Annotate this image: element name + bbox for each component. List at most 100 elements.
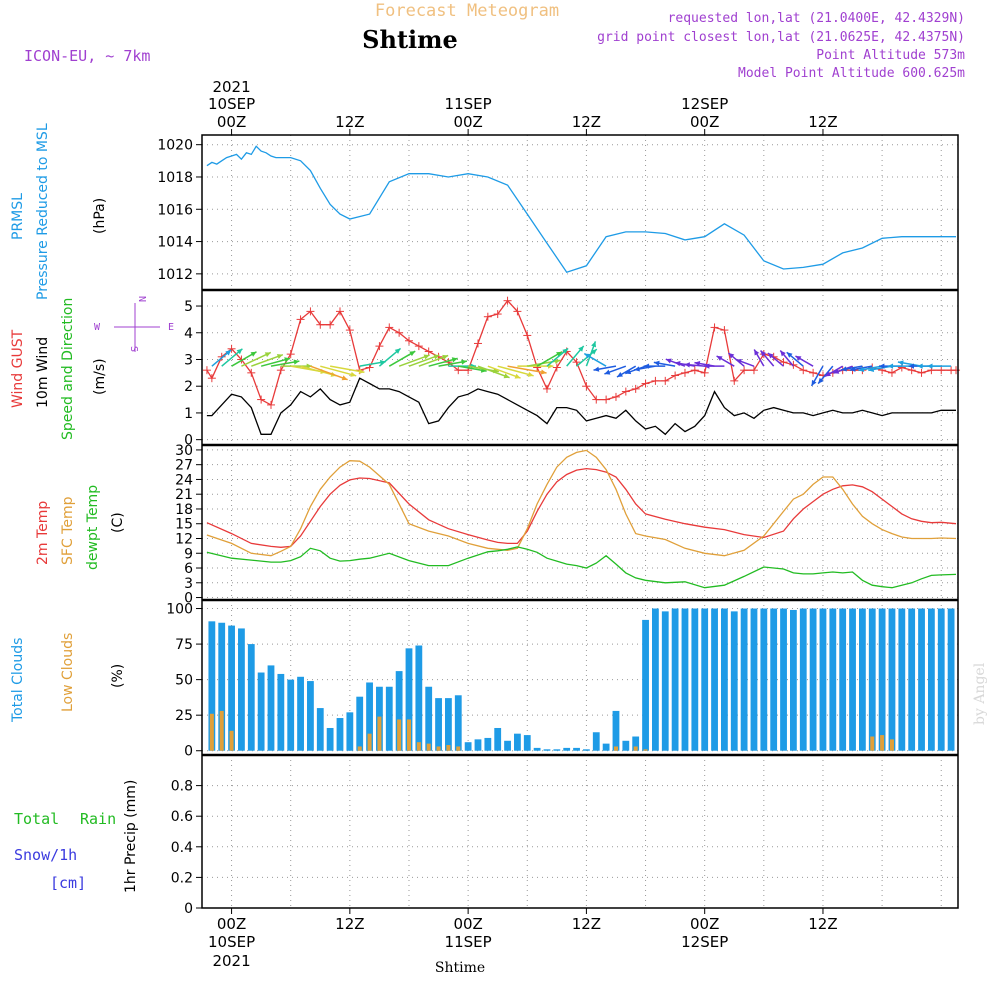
wind-arrow-head: [562, 348, 569, 354]
wind-arrow: [388, 350, 416, 367]
y-tick-label: 4: [184, 326, 193, 342]
total-cloud-bar: [612, 710, 620, 751]
wind-arrow: [858, 365, 883, 372]
wind-arrow: [585, 341, 597, 367]
total-cloud-bar: [898, 608, 906, 751]
wind-arrow-head: [786, 352, 793, 358]
gust-marker: [897, 363, 906, 372]
top-hour-label: 12Z: [808, 113, 837, 131]
wind-arrow-head: [841, 366, 847, 372]
wind-arrow: [221, 348, 243, 367]
low-cloud-bar: [357, 746, 362, 751]
low-cloud-bar: [406, 719, 411, 751]
wind-arrow-head: [897, 360, 904, 366]
total-cloud-bar: [326, 727, 334, 751]
total-cloud-bar: [730, 611, 738, 751]
gust-marker: [335, 307, 344, 316]
bottom-hour-label: 12Z: [335, 915, 364, 933]
y-tick-label: 0: [184, 901, 193, 917]
wind-arrow-head: [350, 371, 357, 377]
total-cloud-bar: [474, 739, 482, 751]
total-cloud-bar: [642, 619, 649, 751]
gust-marker: [799, 366, 808, 375]
total-cloud-bar: [711, 608, 718, 751]
wind-arrow: [251, 353, 284, 367]
gust-marker: [651, 376, 660, 385]
wind-arrow-head: [868, 366, 875, 372]
total-cloud-bar: [395, 671, 403, 751]
wind-arrow-head: [514, 373, 521, 379]
low-cloud-bar: [229, 730, 234, 751]
total-clouds-label: Total Clouds: [10, 638, 26, 723]
wind-gust-label: Wind GUST: [10, 329, 26, 408]
wind-arrow: [767, 352, 785, 367]
wind-arrow-head: [461, 359, 467, 365]
gust-marker: [740, 366, 749, 375]
wind-arrow: [593, 365, 617, 372]
y-tick-label: 12: [175, 531, 193, 547]
total-cloud-bar: [297, 676, 304, 751]
total-cloud-bar: [849, 608, 856, 751]
chart-frame: [201, 134, 959, 909]
gust-marker: [513, 307, 522, 316]
wind-arrow: [398, 354, 430, 367]
wind-arrow-head: [887, 363, 894, 369]
y-tick-label: 0.8: [171, 779, 193, 795]
wind-arrow-head: [423, 354, 430, 360]
gust-marker: [523, 331, 532, 340]
wind-10m-label: 10m Wind: [35, 337, 51, 408]
bottom-hour-label: 00Z: [453, 915, 482, 933]
wind-arrow: [330, 365, 365, 374]
wind-arrow: [759, 350, 775, 367]
y-tick-label: 15: [175, 517, 193, 533]
y-tick-label: 1012: [157, 267, 193, 283]
gust-marker: [227, 344, 236, 353]
top-date-label: 11SEP: [445, 95, 492, 113]
total-cloud-bar: [760, 608, 768, 751]
wind-unit-label: (m/s): [92, 358, 108, 395]
wind-arrow: [753, 349, 765, 367]
wind-arrow: [840, 365, 863, 372]
wind-arrow: [231, 351, 257, 367]
total-cloud-bar: [504, 740, 511, 751]
gust-marker: [809, 368, 818, 377]
temp-2m-label: 2m Temp: [35, 501, 51, 565]
temp-2m-line: [206, 467, 957, 548]
total-cloud-bar: [819, 608, 827, 751]
low-cloud-bar: [436, 746, 441, 751]
bottom-hour-label: 00Z: [690, 915, 719, 933]
y-tick-label: 0: [184, 744, 193, 760]
total-cloud-bar: [652, 608, 659, 751]
wind-arrow-shaft: [320, 365, 357, 377]
wind-arrow-head: [825, 371, 831, 377]
total-cloud-bar: [267, 665, 275, 751]
wind-arrow-head: [818, 377, 824, 384]
wind-arrow: [320, 365, 357, 377]
gust-marker: [937, 366, 946, 375]
prmsl-unit-label: (hPa): [92, 198, 108, 234]
total-cloud-bar: [780, 608, 787, 751]
total-cloud-bar: [336, 718, 344, 751]
wind-arrow-head: [578, 345, 584, 352]
total-cloud-bar: [464, 742, 472, 751]
wind-arrow: [716, 355, 735, 367]
wind-arrow-head: [767, 353, 774, 359]
temp-sfc-label: SFC Temp: [60, 496, 76, 565]
gust-marker: [572, 358, 581, 367]
gust-marker: [385, 323, 394, 332]
total-cloud-bar: [307, 681, 314, 751]
gust-marker: [217, 352, 226, 361]
low-cloud-bar: [633, 746, 638, 751]
wind-arrow: [616, 365, 637, 378]
top-hour-label: 12Z: [335, 113, 364, 131]
wind-arrow: [583, 352, 607, 367]
wind-arrow-head: [795, 355, 802, 361]
total-cloud-bar: [632, 736, 640, 751]
gust-marker: [887, 368, 896, 377]
top-date-label: 10SEP: [208, 95, 255, 113]
total-cloud-bar: [238, 628, 245, 751]
total-cloud-bar: [435, 698, 442, 751]
total-cloud-bar: [947, 608, 955, 751]
